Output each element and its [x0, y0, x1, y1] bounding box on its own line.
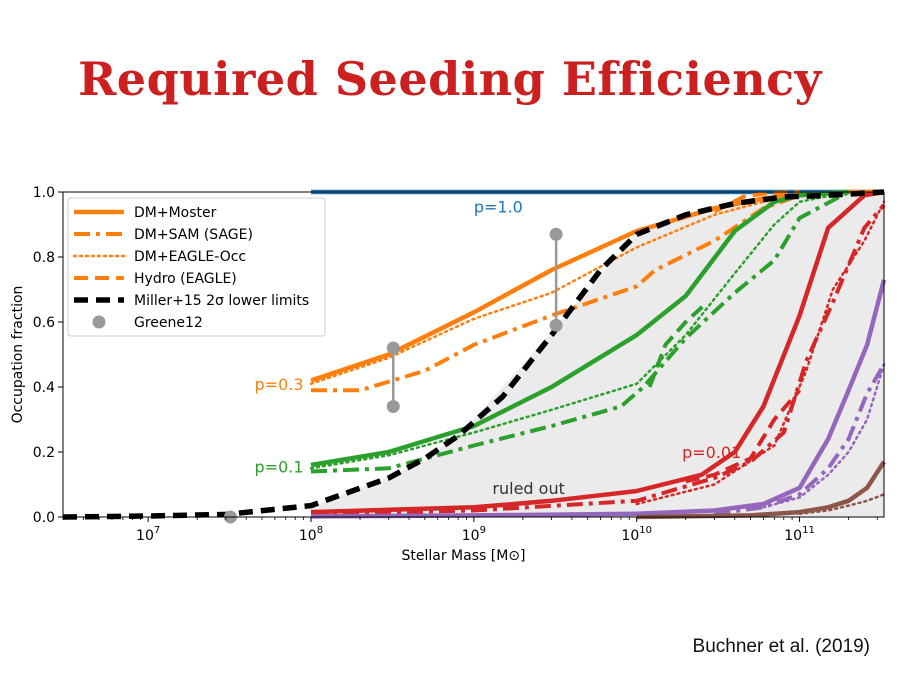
series-line-miller-15-bold-dashed [62, 189, 885, 520]
slide-title: Required Seeding Efficiency [78, 52, 822, 106]
annotation-layer: p=1.0 p=0.3 p=0.1 p=0.01 ruled out [255, 198, 742, 498]
series-line-p-0-001-dotted [762, 363, 886, 509]
y-tick-label: 1.0 [33, 185, 55, 201]
legend: DM+Moster DM+SAM (SAGE) DM+EAGLE-Occ Hydro … [67, 197, 326, 337]
legend-label: DM+Moster [134, 205, 217, 221]
greene12-point [549, 318, 563, 332]
legend-label: Greene12 [134, 315, 203, 331]
series-line-p-0-1-dashed [647, 301, 709, 388]
legend-label: DM+SAM (SAGE) [134, 227, 253, 243]
legend-label: Miller+15 2σ lower limits [134, 293, 309, 309]
y-tick-label: 0.2 [33, 445, 55, 461]
legend-label: DM+EAGLE-Occ [134, 249, 246, 265]
x-tick-label: 107 [136, 525, 160, 544]
series-line-p-0-01-solid [310, 189, 885, 515]
legend-label: Hydro (EAGLE) [134, 271, 237, 287]
greene12-point [386, 341, 400, 355]
occupation-fraction-chart: 0.0 0.2 0.4 0.6 0.8 1.0 107 108 109 1010 1011 Stell… [10, 185, 887, 564]
x-axis-label: Stellar Mass [M⊙] [402, 548, 526, 564]
greene12-point [386, 400, 400, 413]
greene12-point [549, 227, 563, 241]
x-tick-label: 1011 [784, 525, 815, 544]
series-line-p-0-001-solid [310, 279, 887, 519]
y-tick-label: 0.0 [33, 510, 55, 526]
y-tick-label: 0.4 [33, 380, 55, 396]
y-axis-label: Occupation fraction [10, 286, 26, 424]
y-tick-label: 0.6 [33, 315, 55, 331]
series-line-p-0-1-dashdot [310, 190, 850, 474]
series-line-p-0-01-dashed [685, 388, 802, 484]
greene12-layer [223, 227, 563, 524]
annotation-label: ruled out [492, 479, 564, 498]
series-line-p-0-0001-dotted [798, 493, 886, 516]
annotation-label: p=0.1 [255, 458, 304, 477]
ruled-out-region-layer [311, 192, 885, 517]
series-line-p-0-3-dashdot [311, 190, 849, 393]
series-line-p-0-3-dotted [309, 190, 850, 386]
x-tick-label: 108 [299, 525, 323, 544]
x-tick-label: 1010 [621, 525, 652, 544]
legend-marker [92, 315, 106, 329]
annotation-label: p=1.0 [474, 198, 523, 217]
series-layer [62, 189, 887, 520]
series-line-p-0-3-dashed [713, 190, 800, 214]
series-line-p-0-01-dotted [635, 200, 886, 506]
x-tick-label: 109 [462, 525, 486, 544]
annotation-label: p=0.01 [682, 443, 741, 462]
annotation-label: p=0.3 [255, 375, 304, 394]
citation: Buchner et al. (2019) [692, 636, 870, 657]
y-tick-label: 0.8 [33, 250, 55, 266]
legend-box [67, 197, 326, 337]
series-line-p-0-0001-solid [636, 460, 886, 520]
ruled-out-region [311, 192, 885, 517]
